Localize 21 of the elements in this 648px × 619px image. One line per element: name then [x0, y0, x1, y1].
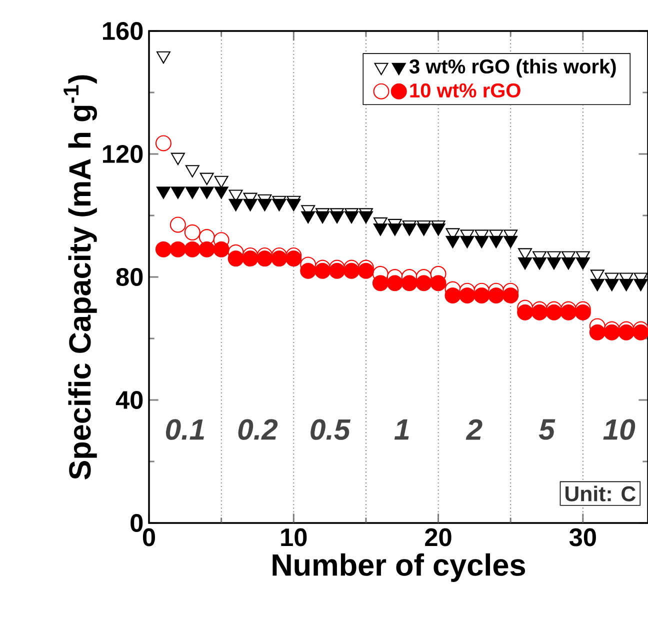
- y-tick-label: 160: [103, 22, 143, 40]
- y-tick-label: 80: [116, 268, 143, 286]
- y-tick-label: 120: [103, 145, 143, 163]
- annotation: Unit: C: [566, 486, 636, 502]
- annotation: 10: [603, 419, 636, 440]
- annotation: 1: [394, 419, 409, 440]
- annotation: 5: [538, 419, 556, 440]
- y-axis-title: Specific Capacity (mA h g$^{-1}$): [64, 75, 98, 480]
- annotation: 0.1: [166, 419, 204, 440]
- annotation: 0.2: [238, 419, 278, 440]
- y-tick-label: 40: [116, 391, 143, 409]
- y-tick-label: 0: [130, 514, 143, 532]
- legend-label: 10 wt% rGO: [410, 83, 520, 98]
- x-tick-label: 0: [142, 528, 156, 546]
- x-axis-title: Number of cycles: [272, 553, 526, 582]
- x-tick-label: 20: [425, 528, 452, 546]
- annotation: 2: [466, 419, 482, 440]
- annotation: 0.5: [310, 419, 351, 440]
- legend-label: 3 wt% rGO (this work): [409, 58, 616, 78]
- x-tick-label: 10: [281, 528, 307, 546]
- x-tick-label: 30: [569, 528, 596, 546]
